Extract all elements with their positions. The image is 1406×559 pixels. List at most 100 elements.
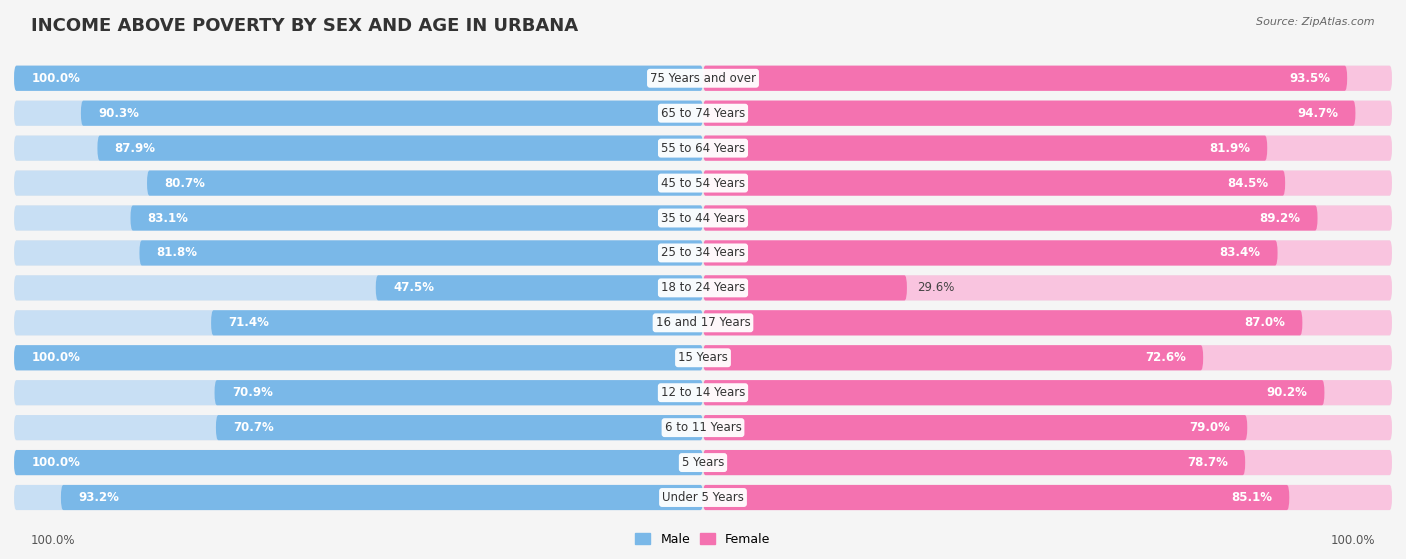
FancyBboxPatch shape [139,240,703,266]
Text: 84.5%: 84.5% [1227,177,1268,190]
FancyBboxPatch shape [14,101,1392,126]
FancyBboxPatch shape [14,485,1392,510]
FancyBboxPatch shape [703,135,1267,161]
Text: 29.6%: 29.6% [917,281,955,295]
FancyBboxPatch shape [703,135,1392,161]
FancyBboxPatch shape [148,170,703,196]
Text: 81.9%: 81.9% [1209,141,1250,155]
FancyBboxPatch shape [14,276,703,301]
FancyBboxPatch shape [14,65,703,91]
Legend: Male, Female: Male, Female [630,528,776,551]
Text: 15 Years: 15 Years [678,351,728,364]
FancyBboxPatch shape [703,450,1246,475]
FancyBboxPatch shape [131,206,703,230]
FancyBboxPatch shape [703,310,1392,335]
FancyBboxPatch shape [703,206,1392,230]
Text: 87.0%: 87.0% [1244,316,1285,329]
Text: 12 to 14 Years: 12 to 14 Years [661,386,745,399]
FancyBboxPatch shape [703,240,1392,266]
Text: 100.0%: 100.0% [1330,534,1375,547]
FancyBboxPatch shape [14,345,703,371]
Text: 100.0%: 100.0% [31,72,80,85]
FancyBboxPatch shape [211,310,703,335]
FancyBboxPatch shape [703,276,907,301]
Text: 100.0%: 100.0% [31,351,80,364]
Text: 16 and 17 Years: 16 and 17 Years [655,316,751,329]
Text: 18 to 24 Years: 18 to 24 Years [661,281,745,295]
FancyBboxPatch shape [703,206,1317,230]
FancyBboxPatch shape [703,450,1392,475]
FancyBboxPatch shape [703,310,1302,335]
FancyBboxPatch shape [14,206,703,230]
Text: 80.7%: 80.7% [165,177,205,190]
FancyBboxPatch shape [14,345,1392,371]
FancyBboxPatch shape [14,135,703,161]
FancyBboxPatch shape [14,206,1392,230]
Text: 6 to 11 Years: 6 to 11 Years [665,421,741,434]
Text: 90.3%: 90.3% [98,107,139,120]
Text: 5 Years: 5 Years [682,456,724,469]
FancyBboxPatch shape [703,345,1204,371]
Text: 83.1%: 83.1% [148,211,188,225]
FancyBboxPatch shape [14,485,703,510]
Text: 55 to 64 Years: 55 to 64 Years [661,141,745,155]
FancyBboxPatch shape [14,65,1392,91]
Text: 100.0%: 100.0% [31,534,76,547]
FancyBboxPatch shape [703,240,1278,266]
FancyBboxPatch shape [703,65,1392,91]
FancyBboxPatch shape [703,170,1285,196]
Text: 90.2%: 90.2% [1267,386,1308,399]
Text: 89.2%: 89.2% [1260,211,1301,225]
FancyBboxPatch shape [703,485,1289,510]
FancyBboxPatch shape [703,101,1355,126]
Text: 72.6%: 72.6% [1144,351,1185,364]
Text: 81.8%: 81.8% [156,247,198,259]
Text: 47.5%: 47.5% [394,281,434,295]
FancyBboxPatch shape [82,101,703,126]
FancyBboxPatch shape [14,101,703,126]
Text: 93.5%: 93.5% [1289,72,1330,85]
FancyBboxPatch shape [217,415,703,440]
FancyBboxPatch shape [14,415,1392,440]
FancyBboxPatch shape [14,240,1392,266]
FancyBboxPatch shape [703,415,1392,440]
Text: 93.2%: 93.2% [79,491,120,504]
Text: 70.7%: 70.7% [233,421,274,434]
FancyBboxPatch shape [14,450,703,475]
FancyBboxPatch shape [703,415,1247,440]
Text: INCOME ABOVE POVERTY BY SEX AND AGE IN URBANA: INCOME ABOVE POVERTY BY SEX AND AGE IN U… [31,17,578,35]
FancyBboxPatch shape [375,276,703,301]
FancyBboxPatch shape [215,380,703,405]
FancyBboxPatch shape [14,135,1392,161]
Text: Under 5 Years: Under 5 Years [662,491,744,504]
FancyBboxPatch shape [703,485,1392,510]
FancyBboxPatch shape [60,485,703,510]
Text: 70.9%: 70.9% [232,386,273,399]
FancyBboxPatch shape [14,450,1392,475]
Text: 75 Years and over: 75 Years and over [650,72,756,85]
Text: 79.0%: 79.0% [1189,421,1230,434]
FancyBboxPatch shape [703,345,1392,371]
FancyBboxPatch shape [14,380,1392,405]
FancyBboxPatch shape [14,415,703,440]
FancyBboxPatch shape [703,101,1392,126]
FancyBboxPatch shape [14,450,703,475]
FancyBboxPatch shape [14,310,703,335]
Text: 85.1%: 85.1% [1232,491,1272,504]
Text: 94.7%: 94.7% [1298,107,1339,120]
FancyBboxPatch shape [703,380,1392,405]
Text: 83.4%: 83.4% [1219,247,1260,259]
FancyBboxPatch shape [703,65,1347,91]
Text: 100.0%: 100.0% [31,456,80,469]
FancyBboxPatch shape [14,240,703,266]
FancyBboxPatch shape [703,276,1392,301]
FancyBboxPatch shape [14,380,703,405]
FancyBboxPatch shape [703,170,1392,196]
Text: 35 to 44 Years: 35 to 44 Years [661,211,745,225]
FancyBboxPatch shape [14,65,703,91]
FancyBboxPatch shape [14,276,1392,301]
FancyBboxPatch shape [14,170,703,196]
Text: 45 to 54 Years: 45 to 54 Years [661,177,745,190]
Text: 87.9%: 87.9% [115,141,156,155]
Text: 78.7%: 78.7% [1187,456,1227,469]
